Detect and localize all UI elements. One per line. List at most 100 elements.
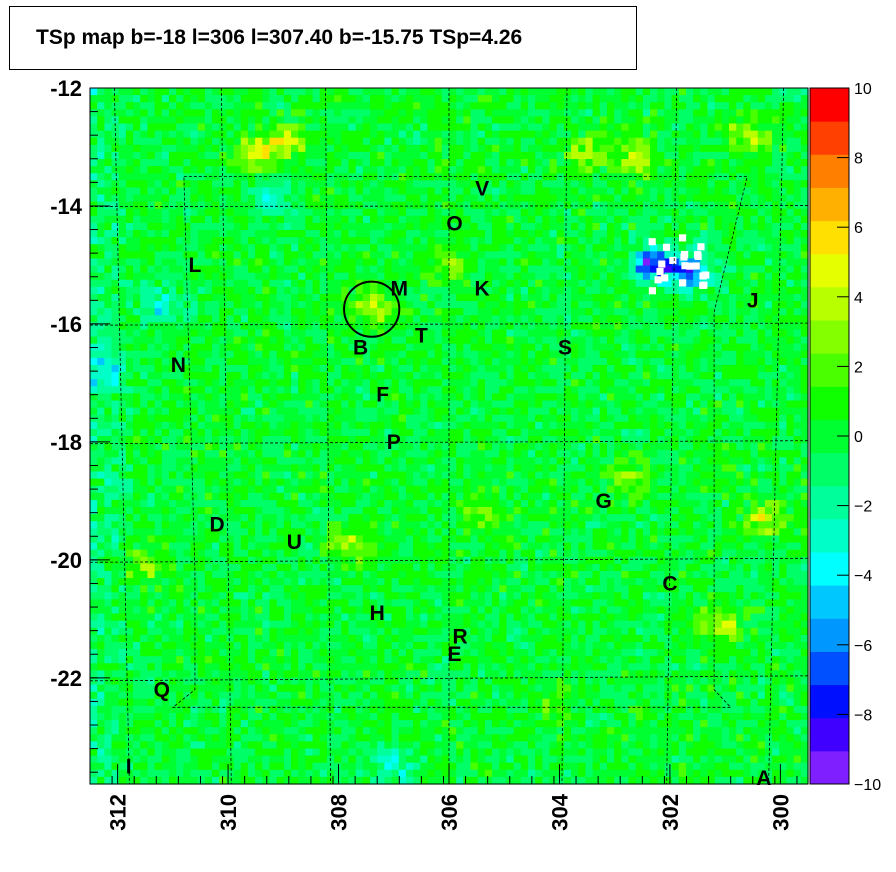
heatmap-cell — [441, 265, 450, 274]
heatmap-cell — [721, 102, 730, 110]
heatmap-cell — [527, 151, 536, 160]
heatmap-cell — [520, 436, 529, 444]
heatmap-cell — [714, 350, 723, 359]
heatmap-cell — [370, 400, 378, 409]
heatmap-cell — [578, 414, 587, 423]
heatmap-cell — [772, 123, 780, 132]
heatmap-cell — [413, 215, 421, 224]
heatmap-cell — [212, 109, 220, 118]
heatmap-cell — [434, 180, 443, 189]
heatmap-cell — [757, 336, 766, 345]
heatmap-cell — [700, 407, 709, 416]
heatmap-cell — [657, 350, 665, 359]
heatmap-cell — [520, 222, 529, 231]
heatmap-cell — [305, 265, 314, 274]
heatmap-cell — [499, 173, 508, 181]
heatmap-cell — [413, 187, 421, 196]
heatmap-cell — [133, 116, 141, 125]
heatmap-cell — [520, 372, 529, 380]
heatmap-cell — [527, 222, 536, 231]
heatmap-cell — [305, 116, 314, 125]
heatmap-cell — [621, 428, 630, 437]
heatmap-cell — [341, 166, 350, 174]
heatmap-cell — [693, 336, 701, 345]
heatmap-cell — [592, 215, 601, 224]
heatmap-cell — [190, 421, 199, 430]
heatmap-cell — [226, 230, 235, 238]
heatmap-cell — [319, 357, 328, 366]
heatmap-cell — [506, 322, 515, 331]
heatmap-cell — [298, 372, 306, 380]
heatmap-cell — [757, 180, 766, 189]
heatmap-cell — [757, 343, 766, 352]
heatmap-cell — [291, 187, 299, 196]
heatmap-cell — [305, 343, 314, 352]
heatmap-cell — [154, 144, 163, 153]
heatmap-cell — [556, 215, 565, 224]
heatmap-cell — [477, 88, 486, 96]
heatmap-cell — [427, 301, 436, 309]
heatmap-cell — [477, 265, 486, 274]
heatmap-cell — [592, 336, 601, 345]
heatmap-cell — [463, 88, 472, 96]
heatmap-cell — [90, 166, 98, 174]
heatmap-cell — [240, 144, 249, 153]
heatmap-cell — [449, 116, 457, 125]
heatmap-cell — [269, 364, 278, 373]
heatmap-cell — [441, 372, 450, 380]
heatmap-cell — [628, 286, 637, 295]
heatmap-cell — [140, 123, 149, 132]
heatmap-cell — [650, 322, 658, 331]
heatmap-cell — [125, 322, 134, 331]
heatmap-cell — [370, 357, 378, 366]
heatmap-cell — [606, 194, 615, 203]
heatmap-cell — [456, 159, 464, 167]
heatmap-cell — [90, 251, 98, 260]
heatmap-cell — [226, 130, 235, 139]
heatmap-cell — [276, 329, 285, 338]
heatmap-cell — [599, 364, 608, 373]
heatmap-cell — [463, 400, 472, 409]
heatmap-cell — [693, 123, 701, 132]
heatmap-cell — [226, 258, 235, 267]
heatmap-cell — [154, 414, 163, 423]
heatmap-cell — [556, 237, 565, 245]
heatmap-cell — [599, 421, 608, 430]
heatmap-cell — [592, 379, 601, 387]
heatmap-cell — [556, 301, 565, 309]
heatmap-cell — [492, 407, 500, 416]
heatmap-cell — [405, 343, 414, 352]
heatmap-cell — [384, 180, 393, 189]
heatmap-cell — [793, 329, 802, 338]
heatmap-cell — [183, 194, 192, 203]
heatmap-cell — [463, 244, 472, 252]
heatmap-cell — [348, 293, 357, 302]
heatmap-cell — [312, 194, 321, 203]
heatmap-cell — [176, 393, 184, 402]
heatmap-cell — [513, 137, 522, 146]
heatmap-cell — [247, 315, 256, 323]
heatmap-cell — [563, 95, 572, 103]
heatmap-cell — [312, 187, 321, 196]
heatmap-cell — [168, 173, 177, 181]
heatmap-cell — [197, 159, 206, 167]
heatmap-cell — [355, 414, 364, 423]
heatmap-cell — [247, 350, 256, 359]
heatmap-cell — [764, 286, 773, 295]
heatmap-cell — [348, 329, 357, 338]
heatmap-cell — [247, 201, 256, 210]
heatmap-cell — [449, 286, 457, 295]
heatmap-cell — [693, 407, 701, 416]
heatmap-cell — [255, 151, 263, 160]
heatmap-cell — [714, 166, 723, 174]
heatmap-cell — [391, 272, 400, 281]
heatmap-cell — [743, 265, 752, 274]
heatmap-cell — [125, 116, 134, 125]
heatmap-cell — [599, 329, 608, 338]
heatmap-cell — [714, 372, 723, 380]
heatmap-cell — [118, 102, 127, 110]
heatmap-cell — [585, 436, 594, 444]
heatmap-cell — [240, 322, 249, 331]
heatmap-cell — [520, 272, 529, 281]
heatmap-cell — [168, 130, 177, 139]
